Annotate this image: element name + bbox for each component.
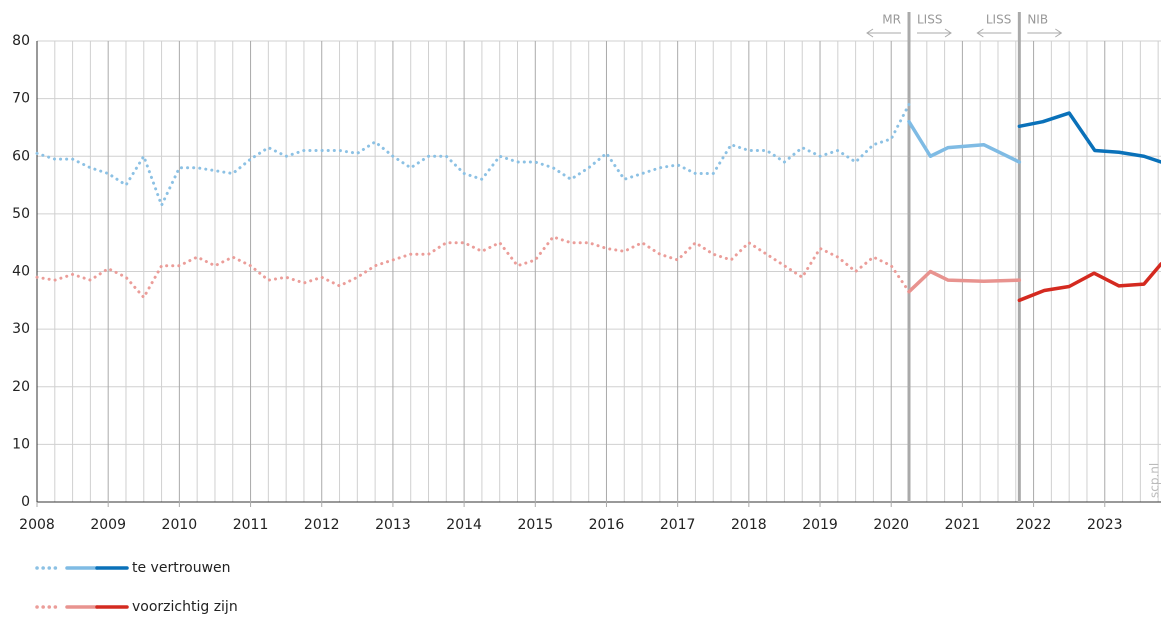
x-tick-label: 2018 <box>731 517 767 533</box>
x-tick-label: 2017 <box>660 517 696 533</box>
x-tick-label: 2013 <box>375 517 411 533</box>
x-tick-label: 2022 <box>1016 517 1052 533</box>
x-tick-label: 2012 <box>304 517 340 533</box>
arrow <box>866 28 902 38</box>
x-tick-label: 2014 <box>446 517 482 533</box>
x-tick-label: 2009 <box>90 517 126 533</box>
y-tick-label: 10 <box>12 436 30 452</box>
x-tick-label: 2023 <box>1087 517 1123 533</box>
annotation-label: LISS <box>986 13 1011 27</box>
series-line <box>907 119 1022 164</box>
annotation-label: LISS <box>917 13 942 27</box>
series-line <box>1017 262 1161 303</box>
legend-label: voorzichtig zijn <box>132 599 238 615</box>
arrow <box>1027 28 1063 38</box>
x-tick-label: 2016 <box>589 517 625 533</box>
series-line <box>907 269 1022 294</box>
y-tick-label: 60 <box>12 148 30 164</box>
y-tick-label: 70 <box>12 91 30 107</box>
annotation-label: MR <box>882 13 901 27</box>
series-line <box>35 102 911 207</box>
legend-label: te vertrouwen <box>132 560 231 576</box>
y-tick-label: 50 <box>12 206 30 222</box>
arrow <box>976 28 1012 38</box>
x-tick-label: 2019 <box>802 517 838 533</box>
series-line <box>35 235 911 299</box>
source: scp.nl <box>1148 463 1161 498</box>
y-tick-label: 0 <box>21 494 30 510</box>
annotation-label: NIB <box>1027 13 1048 27</box>
series-line <box>1017 111 1161 164</box>
x-tick-label: 2010 <box>162 517 198 533</box>
x-tick-label: 2021 <box>945 517 981 533</box>
y-tick-label: 20 <box>12 379 30 395</box>
x-tick-label: 2008 <box>19 517 55 533</box>
y-tick-label: 40 <box>12 264 30 280</box>
y-tick-label: 80 <box>12 33 30 49</box>
x-tick-label: 2015 <box>517 517 553 533</box>
x-tick-label: 2020 <box>873 517 909 533</box>
x-tick-label: 2011 <box>233 517 269 533</box>
arrow <box>917 28 952 38</box>
y-tick-label: 30 <box>12 321 30 337</box>
